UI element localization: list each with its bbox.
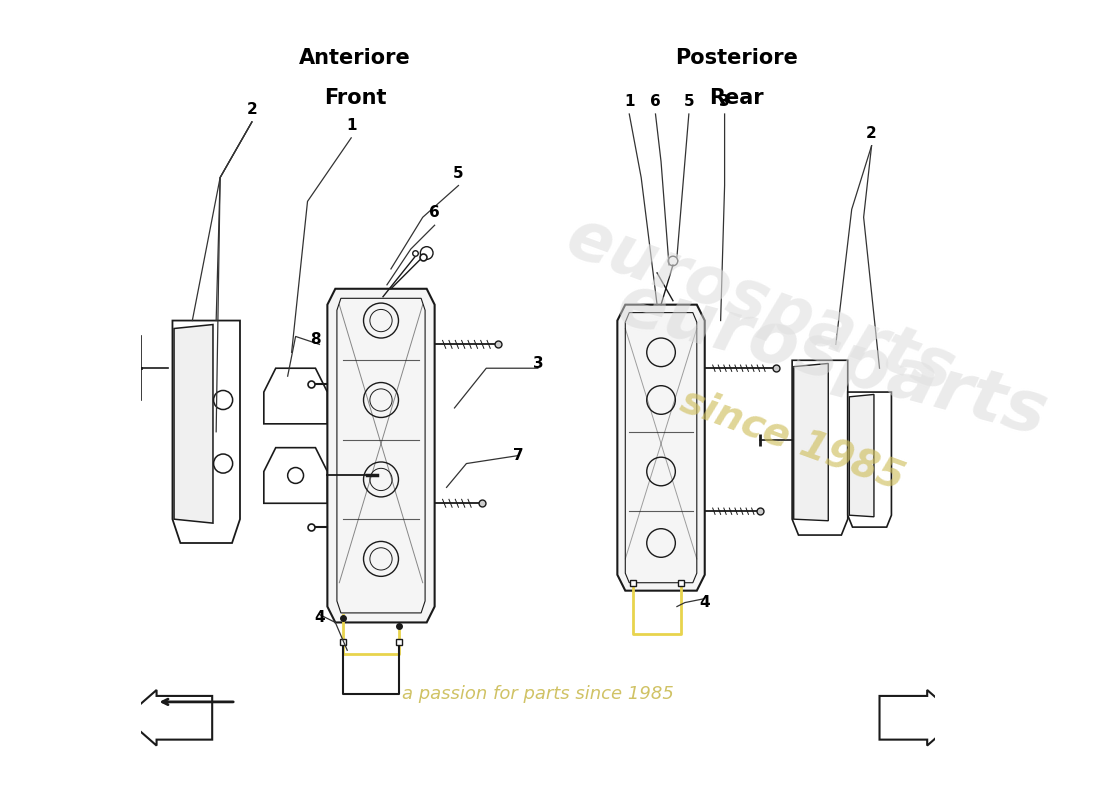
Polygon shape (174, 325, 213, 523)
Text: 7: 7 (513, 447, 524, 462)
Polygon shape (328, 289, 435, 622)
Text: eurosparts: eurosparts (609, 270, 1055, 451)
Text: 1: 1 (624, 94, 635, 109)
Text: 3: 3 (532, 356, 543, 371)
Text: 3: 3 (719, 94, 730, 109)
Polygon shape (617, 305, 705, 590)
Text: Posteriore: Posteriore (675, 48, 798, 68)
Text: 5: 5 (683, 94, 694, 109)
FancyArrow shape (124, 690, 212, 746)
FancyArrow shape (880, 690, 959, 746)
Polygon shape (792, 360, 848, 535)
Text: 2: 2 (246, 102, 257, 117)
Text: 1: 1 (346, 118, 356, 133)
Polygon shape (264, 448, 328, 503)
Text: Anteriore: Anteriore (299, 48, 411, 68)
Text: Rear: Rear (710, 88, 763, 108)
Polygon shape (849, 394, 875, 517)
Text: Front: Front (323, 88, 386, 108)
Text: 4: 4 (315, 610, 324, 626)
Text: 6: 6 (650, 94, 661, 109)
Polygon shape (794, 363, 828, 521)
Text: 5: 5 (453, 166, 464, 181)
Text: since 1985: since 1985 (675, 382, 909, 498)
Text: a passion for parts since 1985: a passion for parts since 1985 (402, 685, 674, 703)
Polygon shape (173, 321, 240, 543)
Text: 8: 8 (310, 332, 321, 347)
Polygon shape (264, 368, 328, 424)
Text: 2: 2 (866, 126, 877, 141)
Text: 6: 6 (429, 206, 440, 220)
Text: eurosparts: eurosparts (558, 204, 964, 406)
Polygon shape (848, 392, 891, 527)
Text: 4: 4 (700, 594, 711, 610)
